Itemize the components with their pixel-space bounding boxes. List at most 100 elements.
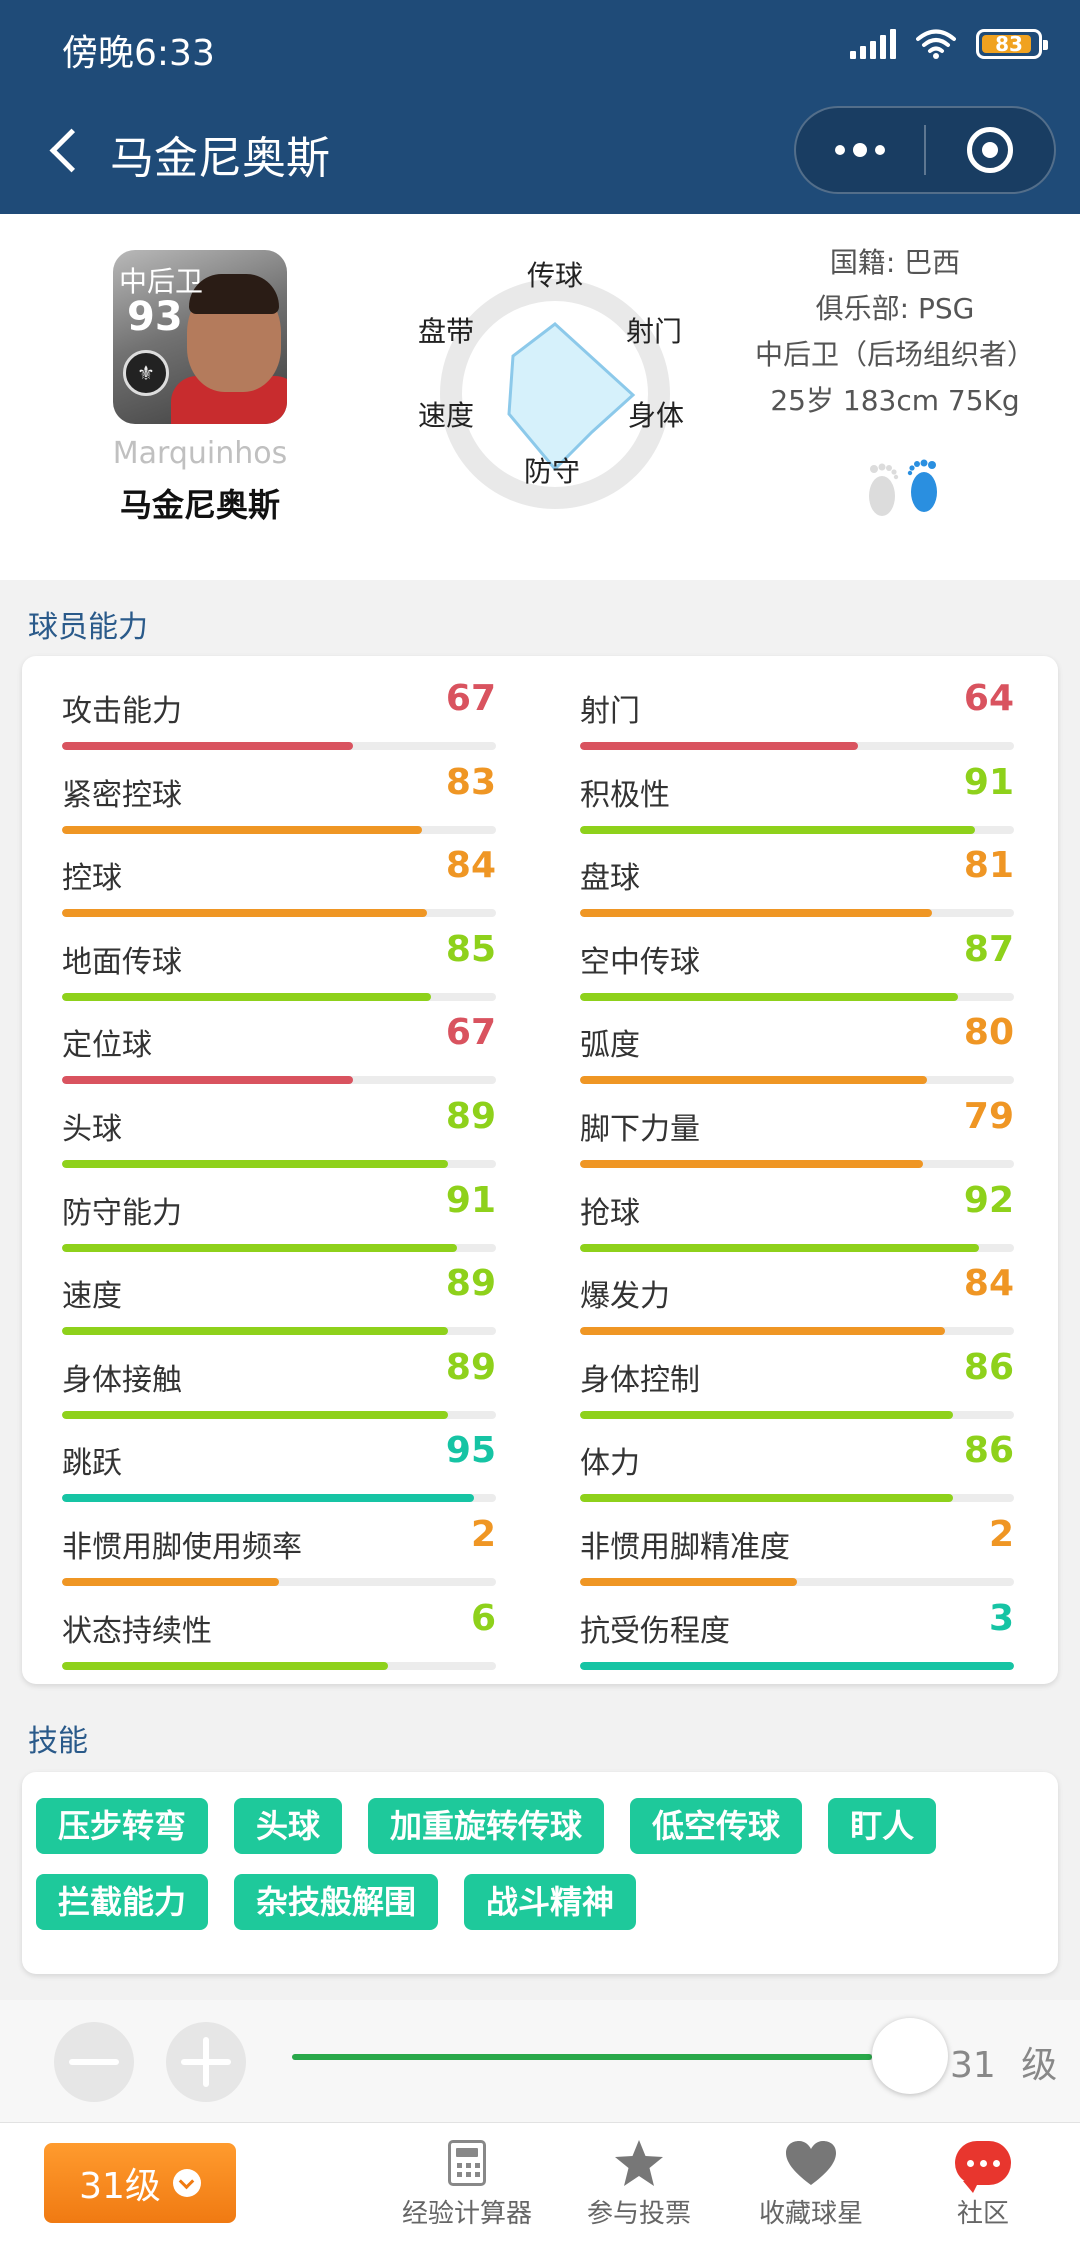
tab-label: 经验计算器 xyxy=(401,2199,532,2229)
level-select-button[interactable]: 31级 xyxy=(44,2143,236,2223)
stat-value: 86 xyxy=(963,1346,1014,1388)
wifi-icon xyxy=(916,29,956,59)
tab-exp-calculator[interactable]: 经验计算器 xyxy=(392,2137,542,2230)
stat-bar-fill xyxy=(580,1578,797,1586)
stat-value: 86 xyxy=(963,1430,1014,1472)
skill-tag: 压步转弯 xyxy=(36,1798,209,1854)
stat-bar-track xyxy=(580,1410,1014,1419)
footedness-icon xyxy=(869,459,937,516)
stat-label: 体力 xyxy=(580,1446,640,1482)
stat-bar-fill xyxy=(580,742,858,750)
stat-label: 抗受伤程度 xyxy=(580,1613,730,1649)
level-readout: 31 级 xyxy=(950,2045,1058,2086)
stat-row: 射门 64 xyxy=(580,672,1014,756)
mini-program-capsule xyxy=(794,106,1056,194)
skill-tag: 加重旋转传球 xyxy=(368,1798,605,1854)
stat-row: 跳跃 95 xyxy=(62,1424,496,1508)
increase-level-button[interactable] xyxy=(166,2022,246,2102)
stat-bar-track xyxy=(580,1160,1014,1168)
stat-label: 速度 xyxy=(62,1279,122,1315)
stat-value: 67 xyxy=(445,678,496,719)
player-card: 中后卫 93 ⚜ xyxy=(113,250,287,424)
tab-community[interactable]: 社区 xyxy=(908,2137,1058,2230)
stat-value: 64 xyxy=(963,678,1014,719)
stat-bar-track xyxy=(580,1243,1014,1252)
chevron-down-icon xyxy=(172,2169,201,2197)
level-slider-thumb[interactable] xyxy=(872,2018,948,2094)
stat-bar-fill xyxy=(580,1494,954,1503)
stat-value: 84 xyxy=(963,1263,1014,1305)
stat-row: 体力 86 xyxy=(580,1424,1014,1508)
stat-label: 抢球 xyxy=(580,1195,640,1231)
age-height-weight: 25岁 183cm 75Kg xyxy=(770,384,1020,417)
stat-bar-track xyxy=(62,742,496,750)
tab-vote[interactable]: 参与投票 xyxy=(564,2137,714,2230)
skill-tag: 战斗精神 xyxy=(464,1874,637,1930)
stat-bar-track xyxy=(62,1410,496,1419)
stat-label: 盘球 xyxy=(580,861,640,897)
star-icon xyxy=(615,2140,663,2186)
level-control: 31 级 xyxy=(0,2000,1080,2122)
stat-label: 非惯用脚精准度 xyxy=(580,1530,790,1565)
stat-bar-track xyxy=(62,1494,496,1503)
stat-bar-fill xyxy=(62,1160,449,1168)
stat-bar-track xyxy=(580,909,1014,918)
stat-bar-fill xyxy=(62,992,431,1001)
level-slider-fill xyxy=(292,2054,872,2060)
stat-label: 积极性 xyxy=(580,777,670,813)
stat-value: 84 xyxy=(445,845,496,887)
stat-label: 身体控制 xyxy=(580,1362,700,1398)
stat-value: 87 xyxy=(963,928,1014,970)
back-button[interactable] xyxy=(36,120,96,180)
stat-label: 紧密控球 xyxy=(62,777,182,813)
stat-bar-fill xyxy=(580,1243,980,1252)
tab-label: 收藏球星 xyxy=(758,2199,863,2229)
skill-tag: 低空传球 xyxy=(630,1798,803,1854)
stat-row: 弧度 80 xyxy=(580,1006,1014,1090)
stat-bar-track xyxy=(62,1076,496,1085)
ability-panel: 攻击能力 67 紧密控球 83 控球 84 地面传球 85 定位球 67 头球 89 防守能力 91 速度 8… xyxy=(22,656,1058,1684)
stat-value: 91 xyxy=(445,1179,496,1221)
stat-value: 2 xyxy=(988,1514,1014,1555)
radar-shape xyxy=(507,322,636,472)
stat-row: 防守能力 91 xyxy=(62,1174,496,1258)
skill-tag: 拦截能力 xyxy=(36,1874,209,1930)
stat-bar-fill xyxy=(580,1327,945,1336)
close-mini-program-button[interactable] xyxy=(926,108,1054,192)
nav-bar: 马金尼奥斯 xyxy=(0,92,1080,214)
stat-row: 盘球 81 xyxy=(580,839,1014,923)
nationality: 国籍: 巴西 xyxy=(829,246,961,279)
stat-label: 身体接触 xyxy=(62,1362,182,1398)
player-name-en: Marquinhos xyxy=(112,436,288,471)
stat-bar-fill xyxy=(62,825,423,834)
stat-row: 爆发力 84 xyxy=(580,1257,1014,1341)
chat-bubble-icon xyxy=(955,2141,1011,2193)
stat-value: 89 xyxy=(445,1263,496,1305)
decrease-level-button[interactable] xyxy=(54,2022,134,2102)
player-hair xyxy=(189,274,279,314)
stat-row: 身体控制 86 xyxy=(580,1341,1014,1425)
status-time: 傍晚6:33 xyxy=(62,33,215,74)
stat-bar-track xyxy=(62,992,496,1001)
stat-bar-track xyxy=(580,1578,1014,1586)
tab-label: 社区 xyxy=(956,2199,1009,2229)
stat-value: 67 xyxy=(445,1012,496,1054)
radar-ring xyxy=(440,279,670,509)
stat-row: 非惯用脚使用频率 2 xyxy=(62,1508,496,1592)
stat-value: 81 xyxy=(963,845,1014,887)
stat-bar-fill xyxy=(580,992,958,1001)
tab-favorites[interactable]: 收藏球星 xyxy=(736,2137,886,2230)
stat-bar-track xyxy=(580,1327,1014,1336)
status-icons: 83 xyxy=(850,28,1048,60)
stat-label: 爆发力 xyxy=(580,1279,670,1315)
more-menu-button[interactable] xyxy=(796,108,924,192)
stat-bar-track xyxy=(62,825,496,834)
stat-row: 速度 89 xyxy=(62,1257,496,1341)
signal-icon xyxy=(850,29,896,59)
level-slider-track[interactable] xyxy=(292,2054,902,2060)
stat-bar-track xyxy=(580,1494,1014,1503)
stat-label: 跳跃 xyxy=(62,1446,122,1482)
capsule-divider xyxy=(924,125,926,175)
stat-label: 射门 xyxy=(580,694,640,729)
stat-row: 定位球 67 xyxy=(62,1006,496,1090)
